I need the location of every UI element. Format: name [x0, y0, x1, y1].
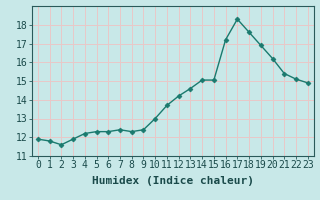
X-axis label: Humidex (Indice chaleur): Humidex (Indice chaleur): [92, 176, 254, 186]
